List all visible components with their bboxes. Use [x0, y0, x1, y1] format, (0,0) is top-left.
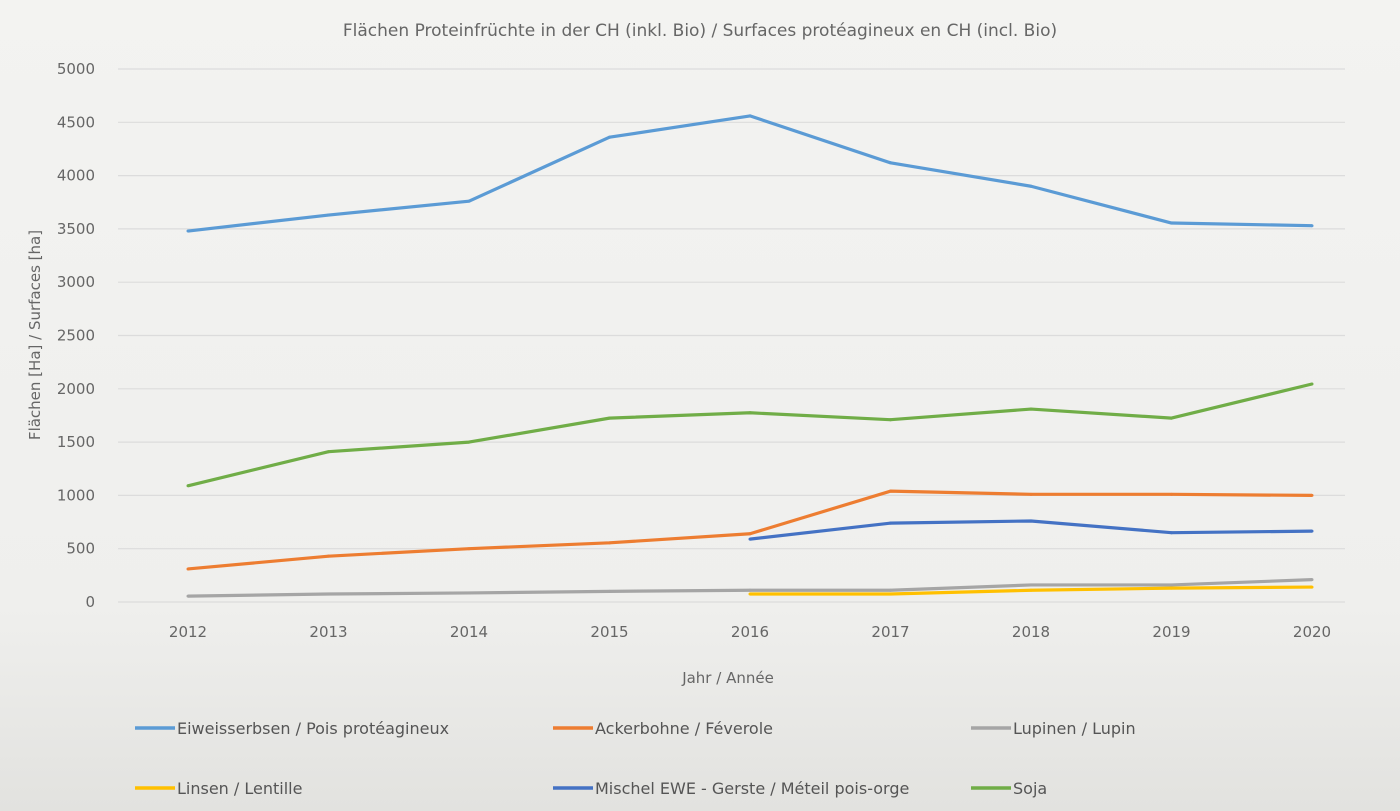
x-tick-label: 2019 [1152, 623, 1190, 641]
data-point [467, 440, 471, 444]
data-point [748, 592, 752, 596]
legend-label: Mischel EWE - Gerste / Méteil pois-orge [595, 779, 909, 798]
data-point [1310, 578, 1314, 582]
y-tick-label: 1000 [57, 486, 95, 504]
data-point [186, 484, 190, 488]
y-tick-label: 5000 [57, 60, 95, 78]
data-point [1170, 492, 1173, 496]
data-point [1029, 519, 1033, 523]
data-point [1310, 529, 1314, 533]
y-tick-label: 4000 [57, 167, 95, 185]
data-point [1310, 493, 1314, 497]
data-point [1029, 492, 1033, 496]
data-point [1310, 382, 1314, 386]
data-point [748, 588, 752, 592]
data-point [889, 418, 892, 422]
data-point [186, 594, 190, 598]
y-tick-label: 3500 [57, 220, 95, 238]
data-point [748, 532, 752, 536]
data-point [467, 547, 471, 551]
data-point [1029, 588, 1033, 592]
data-point [889, 588, 892, 592]
data-point [889, 489, 892, 493]
data-point [1310, 224, 1314, 228]
data-point [608, 135, 611, 139]
x-tick-label: 2018 [1012, 623, 1050, 641]
data-point [608, 416, 611, 420]
data-point [1029, 583, 1033, 587]
legend-label: Eiweisserbsen / Pois protéagineux [177, 719, 449, 738]
legend-label: Ackerbohne / Féverole [595, 719, 773, 738]
data-point [1170, 531, 1173, 535]
x-tick-label: 2013 [309, 623, 347, 641]
legend: Eiweisserbsen / Pois protéagineux Ackerbo… [135, 719, 1136, 798]
data-point [608, 589, 611, 593]
data-point [327, 592, 330, 596]
data-point [186, 229, 190, 233]
series-line [749, 519, 1313, 541]
x-tick-label: 2014 [450, 623, 488, 641]
data-point [889, 161, 892, 165]
data-point [467, 591, 471, 595]
y-tick-label: 4500 [57, 113, 95, 131]
data-point [748, 114, 752, 118]
data-point [1310, 585, 1314, 589]
y-tick-label: 0 [85, 593, 95, 611]
x-tick-label: 2012 [169, 623, 207, 641]
data-point [748, 411, 752, 415]
series-line [187, 114, 1313, 233]
y-tick-label: 2000 [57, 380, 95, 398]
y-tick-label: 3000 [57, 273, 95, 291]
data-point [327, 213, 330, 217]
legend-label: Lupinen / Lupin [1013, 719, 1136, 738]
x-tick-label: 2016 [731, 623, 769, 641]
x-tick-label: 2020 [1293, 623, 1331, 641]
data-point [327, 450, 330, 454]
series-line [187, 382, 1313, 488]
y-tick-label: 500 [66, 540, 95, 558]
data-point [1170, 416, 1173, 420]
data-point [748, 537, 752, 541]
x-axis-label: Jahr / Année [681, 669, 774, 687]
y-tick-label: 1500 [57, 433, 95, 451]
data-point [889, 592, 892, 596]
x-tick-label: 2015 [590, 623, 628, 641]
data-point [327, 554, 330, 558]
legend-label: Linsen / Lentille [177, 779, 302, 798]
data-point [1170, 583, 1173, 587]
legend-label: Soja [1013, 779, 1047, 798]
data-point [889, 521, 892, 525]
y-tick-label: 2500 [57, 327, 95, 345]
data-point [467, 199, 471, 203]
data-point [608, 541, 611, 545]
data-point [186, 567, 190, 571]
data-point [1029, 407, 1033, 411]
x-tick-label: 2017 [871, 623, 909, 641]
chart-title: Flächen Proteinfrüchte in der CH (inkl. … [343, 21, 1057, 41]
y-axis-label: Flächen [Ha] / Surfaces [ha] [26, 230, 44, 440]
data-point [1029, 184, 1033, 188]
data-point [1170, 586, 1173, 590]
data-point [1170, 221, 1173, 225]
